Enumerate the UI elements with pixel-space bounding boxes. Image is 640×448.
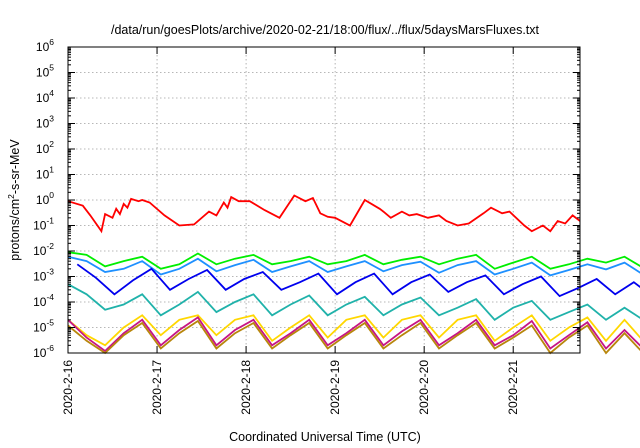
y-tick-labels: 10-610-510-410-310-210-11001011021031041… <box>33 37 54 360</box>
y-tick-label: 10-5 <box>33 318 54 335</box>
y-axis-label-sup: 2 <box>6 194 16 199</box>
y-tick-label: 10-4 <box>33 292 54 309</box>
y-tick-label-exp: 3 <box>49 114 54 124</box>
y-tick-label-exp: 0 <box>49 190 54 200</box>
series-line-5 <box>67 283 640 321</box>
chart-title: /data/run/goesPlots/archive/2020-02-21/1… <box>111 23 540 37</box>
x-tick-label: 2020-2-20 <box>417 360 431 415</box>
y-tick-label: 10-6 <box>33 343 54 360</box>
y-tick-label-exp: 5 <box>49 63 54 73</box>
series-line-2 <box>67 251 640 270</box>
series-layer <box>67 194 640 355</box>
x-tick-labels: 2020-2-16 2020-2-17 2020-2-18 2020-2-19 2020… <box>61 360 520 415</box>
y-axis-label: protons/cm2-s-sr-MeV <box>6 139 22 261</box>
y-tick-label-base: 10 <box>33 346 47 360</box>
y-tick-label-base: 10 <box>36 91 50 105</box>
y-tick-label: 10-1 <box>33 216 54 233</box>
y-tick-label: 103 <box>36 114 54 131</box>
y-tick-label-base: 10 <box>33 270 47 284</box>
y-tick-label: 100 <box>36 190 54 207</box>
y-tick-label-base: 10 <box>33 244 47 258</box>
y-tick-label-base: 10 <box>36 117 50 131</box>
y-tick-label-exp: -5 <box>46 318 54 328</box>
x-tick-label: 2020-2-18 <box>239 360 253 415</box>
x-tick-label: 2020-2-19 <box>328 360 342 415</box>
y-tick-label-base: 10 <box>33 219 47 233</box>
y-tick-label-exp: -6 <box>46 343 54 353</box>
y-tick-label: 10-3 <box>33 267 54 284</box>
y-tick-label-base: 10 <box>36 66 50 80</box>
y-tick-label-base: 10 <box>36 40 50 54</box>
y-tick-label-base: 10 <box>33 295 47 309</box>
y-tick-label: 104 <box>36 88 54 105</box>
x-tick-label: 2020-2-16 <box>61 360 75 415</box>
x-axis-label: Coordinated Universal Time (UTC) <box>229 430 421 444</box>
y-tick-label-exp: -2 <box>46 241 54 251</box>
y-tick-label-base: 10 <box>33 321 47 335</box>
y-tick-label: 105 <box>36 63 54 80</box>
y-tick-label-exp: 4 <box>49 88 54 98</box>
tick-layer <box>67 46 580 354</box>
y-tick-label-exp: -4 <box>46 292 54 302</box>
y-axis-label-suffix: -s-sr-MeV <box>8 139 22 195</box>
y-tick-label: 101 <box>36 165 54 182</box>
series-line-1 <box>67 194 581 234</box>
y-tick-label: 106 <box>36 37 54 54</box>
y-tick-label-exp: 2 <box>49 139 54 149</box>
x-tick-label: 2020-2-21 <box>506 360 520 415</box>
series-line-3 <box>67 255 640 277</box>
y-tick-label-exp: -3 <box>46 267 54 277</box>
x-tick-label: 2020-2-17 <box>150 360 164 415</box>
series-line-8 <box>67 319 640 355</box>
grid-layer <box>68 47 580 353</box>
series-line-7 <box>67 316 640 353</box>
y-tick-label-exp: 6 <box>49 37 54 47</box>
series-line-6 <box>67 314 640 347</box>
y-tick-label: 102 <box>36 139 54 156</box>
y-tick-label-base: 10 <box>36 193 50 207</box>
y-axis-label-prefix: protons/cm <box>8 199 22 261</box>
series-line-4 <box>76 263 640 298</box>
y-tick-label-exp: -1 <box>46 216 54 226</box>
y-tick-label-base: 10 <box>36 142 50 156</box>
y-tick-label-exp: 1 <box>49 165 54 175</box>
y-tick-label-base: 10 <box>36 168 50 182</box>
y-tick-label: 10-2 <box>33 241 54 258</box>
